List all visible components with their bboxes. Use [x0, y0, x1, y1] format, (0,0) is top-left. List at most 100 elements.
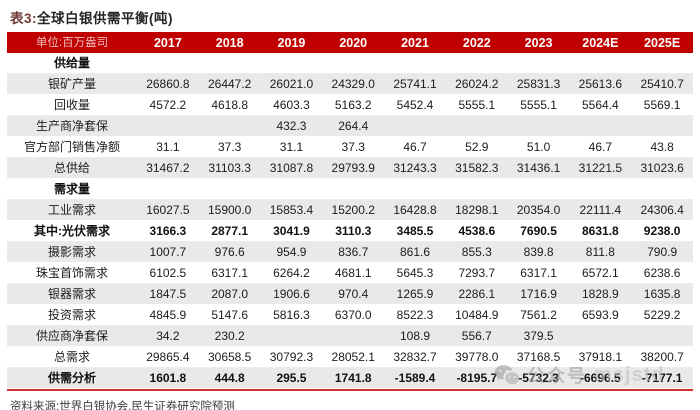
- data-cell: 5645.3: [396, 266, 434, 280]
- row-label: 总供给: [53, 161, 90, 175]
- unit-label: 单位:百万盎司: [35, 36, 109, 49]
- table-row: 摄影需求 1007.7 976.6 954.9 836.7 861.6 855.3 839.8…: [7, 242, 693, 263]
- data-cell: 3485.5: [396, 224, 434, 238]
- year-header-2022: 2022: [462, 35, 491, 50]
- data-cell: 25831.3: [516, 77, 561, 91]
- data-cell: 6593.9: [582, 308, 619, 322]
- data-cell: 444.8: [214, 371, 245, 385]
- data-cell: 16027.5: [146, 203, 190, 217]
- table-title: 表3:全球白银供需平衡(吨): [7, 0, 693, 32]
- data-cell: 811.8: [585, 245, 615, 259]
- data-cell: 5816.3: [273, 308, 310, 322]
- data-cell: 2877.1: [211, 224, 249, 238]
- table-row: 工业需求 16027.5 15900.0 15853.4 15200.2 16428.8 1…: [7, 200, 693, 221]
- data-cell: 1741.8: [334, 371, 372, 385]
- year-header-2019: 2019: [277, 35, 306, 50]
- data-cell: 1635.8: [643, 287, 681, 301]
- data-cell: 264.4: [338, 119, 369, 133]
- data-cell: 31243.3: [393, 161, 437, 175]
- data-cell: 52.9: [465, 140, 489, 154]
- data-cell: 9238.0: [643, 224, 681, 238]
- table-title-text: 全球白银供需平衡(吨): [37, 11, 174, 26]
- row-label: 回收量: [53, 98, 90, 112]
- data-cell: 2087.0: [211, 287, 249, 301]
- data-cell: 432.3: [276, 119, 307, 133]
- year-header-2024E: 2024E: [582, 35, 619, 50]
- data-cell: 970.4: [338, 287, 369, 301]
- data-cell: 22111.4: [579, 203, 622, 217]
- data-cell: 7690.5: [520, 224, 557, 238]
- table-title-number: 表3:: [10, 11, 38, 26]
- data-cell: 4538.6: [458, 224, 496, 238]
- data-cell: 37.3: [217, 140, 242, 154]
- data-cell: 836.7: [338, 245, 369, 259]
- row-label: 供应商净套保: [35, 329, 108, 343]
- data-cell: 20354.0: [516, 203, 561, 217]
- data-cell: 46.7: [403, 140, 427, 154]
- data-cell: 861.6: [400, 245, 431, 259]
- row-label: 银器需求: [47, 287, 96, 301]
- data-cell: 1007.7: [149, 245, 187, 259]
- row-label: 总需求: [53, 350, 90, 364]
- data-cell: 26447.2: [207, 77, 252, 91]
- table-header-row: 单位:百万盎司 2017 2018 2019 2020 2021 2022 2023 2024…: [7, 32, 693, 53]
- table-row: 其中:光伏需求 3166.3 2877.1 3041.9 3110.3 3485.5 453…: [7, 221, 693, 242]
- data-cell: 26860.8: [146, 77, 190, 91]
- data-cell: 26024.2: [455, 77, 499, 91]
- data-cell: 6317.1: [520, 266, 557, 280]
- data-cell: 31087.8: [269, 161, 314, 175]
- data-cell: 25613.6: [578, 77, 623, 91]
- data-cell: 4618.8: [211, 98, 249, 112]
- data-cell: 5452.4: [396, 98, 434, 112]
- data-cell: 5564.4: [582, 98, 619, 112]
- data-cell: 24329.0: [331, 77, 375, 91]
- row-label: 摄影需求: [47, 245, 96, 259]
- source-note: 资料来源:世界白银协会,民生证券研究院预测: [10, 401, 235, 410]
- section-row: 需求量: [7, 179, 693, 200]
- row-label: 工业需求: [47, 203, 96, 217]
- data-cell: 16428.8: [393, 203, 437, 217]
- data-cell: 556.7: [461, 329, 492, 343]
- data-cell: -5732.3: [518, 371, 559, 385]
- data-cell: 37918.1: [578, 350, 623, 364]
- data-cell: 108.9: [400, 329, 431, 343]
- table-row: 总供给 31467.2 31103.3 31087.8 29793.9 31243.3 31…: [7, 158, 693, 179]
- data-cell: 31582.3: [455, 161, 499, 175]
- data-cell: 46.7: [588, 140, 613, 154]
- table-row: 银矿产量 26860.8 26447.2 26021.0 24329.0 25741.1 2…: [7, 74, 693, 95]
- data-cell: 6317.1: [211, 266, 249, 280]
- table-row: 总需求 29865.4 30658.5 30792.3 28052.1 32832.7 39…: [7, 347, 693, 368]
- data-cell: 954.9: [276, 245, 307, 259]
- row-label: 生产商净套保: [35, 119, 108, 133]
- table-row: 生产商净套保 432.3 264.4: [7, 116, 693, 137]
- data-cell: 6238.6: [643, 266, 681, 280]
- row-label: 银矿产量: [47, 77, 96, 91]
- data-cell: 10484.9: [455, 308, 499, 322]
- data-cell: 6370.0: [334, 308, 372, 322]
- data-cell: 5555.1: [458, 98, 496, 112]
- year-header-2021: 2021: [401, 35, 429, 50]
- row-label: 珠宝首饰需求: [35, 266, 108, 280]
- data-cell: 1716.9: [520, 287, 557, 301]
- data-cell: 18298.1: [455, 203, 499, 217]
- data-cell: 7561.2: [520, 308, 557, 322]
- data-cell: -7177.1: [641, 371, 683, 385]
- data-cell: 31436.1: [516, 161, 561, 175]
- data-cell: 34.2: [156, 329, 180, 343]
- data-cell: 839.8: [523, 245, 554, 259]
- data-cell: 5555.1: [520, 98, 557, 112]
- data-cell: 5229.2: [643, 308, 681, 322]
- data-cell: 5569.1: [643, 98, 681, 112]
- data-cell: 2286.1: [458, 287, 496, 301]
- data-cell: 8631.8: [582, 224, 619, 238]
- data-cell: 3041.9: [273, 224, 310, 238]
- data-cell: 5163.2: [334, 98, 372, 112]
- data-cell: 31.1: [156, 140, 180, 154]
- data-cell: 32832.7: [393, 350, 437, 364]
- year-header-2025E: 2025E: [644, 35, 681, 50]
- data-cell: 29793.9: [331, 161, 375, 175]
- data-cell: 1265.9: [396, 287, 434, 301]
- row-label: 供需分析: [47, 371, 96, 385]
- data-cell: 8522.3: [396, 308, 434, 322]
